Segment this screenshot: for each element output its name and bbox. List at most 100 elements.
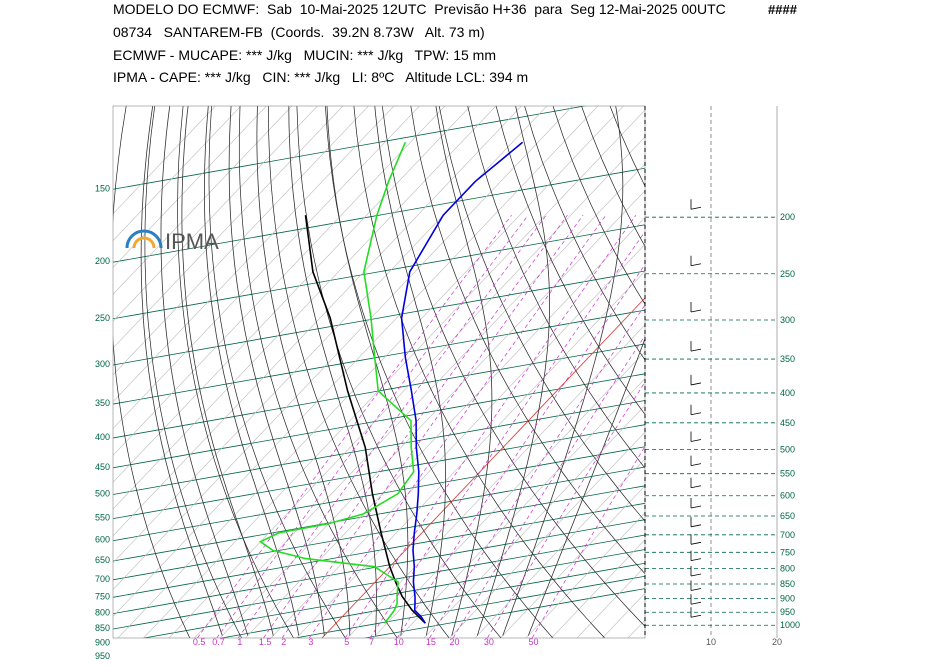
dry-adiabat: [144, 106, 243, 638]
moist-adiabat: [160, 106, 249, 636]
wind-barb-flag: [690, 505, 702, 509]
wind-barb-flag: [690, 439, 702, 442]
ipma-logo-text: IPMA: [165, 229, 219, 254]
pressure-tick-left: 250: [95, 313, 110, 323]
dry-adiabat: [438, 106, 645, 522]
mixing-ratio-line: [197, 214, 512, 638]
profiles: [258, 141, 524, 624]
pressure-tick-right: 750: [780, 547, 795, 557]
pressure-tick-left: 200: [95, 256, 110, 266]
isobar-line: [113, 224, 645, 320]
ipma-logo-arc-inner: [132, 236, 156, 249]
pressure-tick-right: 1000: [780, 620, 800, 630]
pressure-tick-right: 950: [780, 607, 795, 617]
isotherm-line: [168, 136, 645, 638]
isobar-line: [113, 400, 645, 495]
wind-panel: 200 250 300 350 400 450 500 550 600 650 700 750 800 8…: [645, 106, 800, 638]
pressure-tick-left: 950: [95, 651, 110, 661]
isotherm-line: [113, 106, 471, 483]
isotherm-line: [113, 106, 599, 617]
isotherm-line: [113, 106, 395, 403]
wind-barb-flag: [690, 588, 702, 591]
isotherm-line: [113, 106, 497, 510]
pressure-tick-left: 900: [95, 638, 110, 648]
pressure-tick-right: 800: [780, 564, 795, 574]
isotherm-line: [117, 106, 624, 638]
dewpoint-profile: [258, 141, 415, 624]
isobar-line: [113, 373, 645, 469]
isotherm-line: [270, 243, 645, 638]
wind-barb-flag: [690, 463, 702, 467]
isobar-line: [113, 446, 645, 542]
moist-adiabat: [256, 106, 351, 636]
pressure-tick-left: 750: [95, 591, 110, 601]
wind-barb-flag: [690, 573, 702, 577]
mixing-ratio-tick: 15: [426, 637, 436, 647]
pressure-tick-left: 600: [95, 535, 110, 545]
pressure-tick-right: 500: [780, 445, 795, 455]
parcel-profile: [304, 215, 426, 624]
pressure-tick-left: 850: [95, 623, 110, 633]
moist-adiabat: [204, 106, 300, 636]
mixing-ratio-line: [237, 214, 547, 638]
pressure-tick-left: 350: [95, 398, 110, 408]
pressure-tick-right: 700: [780, 530, 795, 540]
isotherm-line: [113, 106, 242, 242]
isotherm-line: [372, 351, 645, 638]
isobar-line: [113, 466, 645, 562]
isotherm-line: [245, 217, 645, 638]
pressure-tick-left: 450: [95, 462, 110, 472]
mixing-ratio-tick: 7: [369, 637, 374, 647]
isotherm-line: [576, 565, 645, 638]
mixing-ratio-tick: 5: [344, 637, 349, 647]
isotherm-line: [113, 106, 216, 215]
dry-adiabat: [113, 106, 191, 638]
isobar-line: [113, 519, 645, 615]
dry-adiabat: [268, 106, 450, 638]
moist-adiabat: [228, 106, 325, 636]
pressure-tick-right: 450: [780, 418, 795, 428]
isotherm-line: [449, 431, 645, 638]
dry-adiabat: [467, 106, 645, 469]
mixing-ratio-line: [487, 381, 645, 638]
pressure-tick-right: 550: [780, 469, 795, 479]
wind-barb-flag: [690, 524, 702, 528]
dry-adiabat: [208, 106, 346, 638]
wind-barb-flag: [690, 348, 702, 352]
pressure-tick-right: 350: [780, 354, 795, 364]
mixing-ratio-line: [216, 214, 529, 638]
isotherm-line: [525, 512, 645, 638]
dry-adiabat: [410, 106, 645, 575]
pressure-tick-left: 650: [95, 555, 110, 565]
wind-barb-flag: [690, 558, 702, 562]
ipma-logo: IPMA: [125, 229, 219, 254]
isotherm-line: [474, 458, 645, 638]
wind-speed-tick: 10: [706, 637, 716, 647]
wind-speed-tick: 20: [772, 637, 782, 647]
isotherm-line: [296, 270, 645, 638]
moist-adiabat: [326, 106, 409, 636]
moist-adiabat: [527, 337, 645, 636]
mixing-ratio-line: [531, 445, 645, 638]
pressure-tick-left: 700: [95, 574, 110, 584]
mixing-ratio-tick: 0.5: [193, 637, 206, 647]
mixing-ratio-line: [263, 214, 568, 638]
dry-adiabat: [325, 106, 554, 638]
isotherm-line: [551, 539, 645, 638]
pressure-tick-right: 200: [780, 212, 795, 222]
pressure-tick-right: 650: [780, 511, 795, 521]
hashes-marker: ####: [768, 2, 797, 17]
isotherm-line: [398, 378, 645, 638]
mixing-ratio-tick: 10: [394, 637, 404, 647]
mixing-ratio-line: [369, 231, 645, 638]
isotherm-line: [602, 592, 645, 638]
wind-barb-flag: [690, 485, 702, 489]
dry-adiabat: [552, 106, 645, 305]
mixing-ratio-tick: 0.7: [212, 637, 225, 647]
isotherm-line: [143, 109, 645, 638]
wind-barb-flag: [690, 382, 702, 386]
moist-adiabat: [374, 106, 446, 636]
mixing-ratio-line: [452, 334, 645, 638]
dry-adiabat: [581, 106, 645, 247]
mixing-ratio-tick: 2: [281, 637, 286, 647]
